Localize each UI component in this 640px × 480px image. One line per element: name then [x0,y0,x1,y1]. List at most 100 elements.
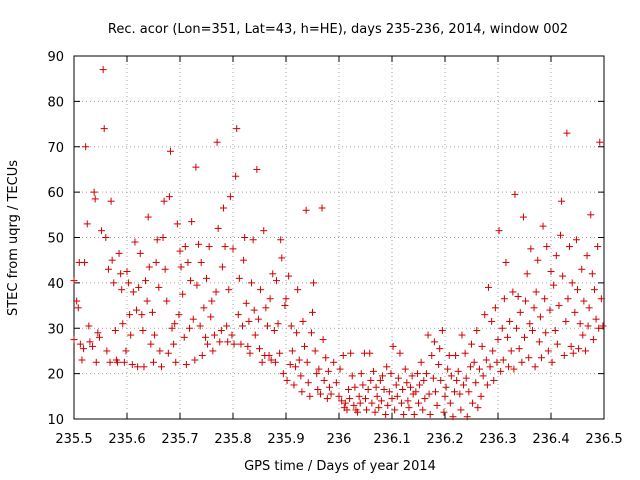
data-point [74,304,82,312]
data-point [579,331,587,339]
data-point [224,338,232,346]
data-point [230,340,238,348]
data-point [596,138,604,146]
data-point [446,399,454,407]
data-point [562,317,570,325]
data-point [163,297,171,305]
data-point [387,370,395,378]
data-point [400,410,408,418]
data-point [143,297,151,305]
data-point [196,322,204,330]
x-tick-label: 235.9 [267,432,304,447]
data-point [509,288,517,296]
data-point [108,256,116,264]
data-point [262,304,270,312]
data-point [575,345,583,353]
data-point [460,381,468,389]
data-point [191,356,199,364]
data-point [438,327,446,335]
data-point [298,388,306,396]
data-point [313,370,321,378]
data-point [581,347,589,355]
data-point [309,308,316,316]
data-point [319,336,327,344]
data-point [91,195,99,203]
data-point [558,197,566,205]
data-point [180,333,188,341]
data-point [80,345,88,353]
data-point [521,333,528,341]
data-point [550,281,558,289]
data-point [421,395,429,403]
data-point [123,268,131,276]
data-point [229,245,237,253]
data-point [422,370,430,378]
data-point [348,372,356,380]
data-point [150,358,157,366]
data-point [536,313,544,321]
data-point [293,329,301,337]
data-point [100,125,108,133]
data-point [271,358,279,366]
data-point [200,304,208,312]
data-point [389,342,397,350]
data-point [481,311,489,319]
data-point [282,295,290,303]
data-point [173,220,181,228]
data-point [115,249,123,257]
data-point [569,349,577,357]
data-point [483,381,491,389]
data-point [212,288,220,296]
data-point [138,311,146,319]
data-point [486,363,494,371]
data-point [597,295,605,303]
data-point [119,320,127,328]
data-point [279,370,287,378]
data-point [510,365,518,373]
data-point [286,361,294,369]
data-point [346,395,354,403]
data-point [341,399,349,407]
data-point [240,256,248,264]
data-point [500,295,508,303]
data-point [399,386,407,394]
data-point [557,231,565,239]
y-axis-ticks: 10 20 30 40 50 60 70 80 90 [47,50,604,428]
data-point [76,340,84,348]
data-point [417,358,425,366]
data-point [345,386,353,394]
data-point [302,206,310,214]
data-point [391,406,399,414]
data-point [304,379,312,387]
data-point [546,306,554,314]
data-point [354,408,362,416]
data-point [537,354,545,362]
data-point [408,372,416,380]
data-point [269,270,277,278]
data-point [223,322,231,330]
data-point [320,376,328,384]
data-point [285,272,293,280]
y-tick-label: 80 [47,95,64,110]
data-point [490,376,498,384]
data-point [256,345,263,353]
data-point [204,340,212,348]
data-point [475,365,483,373]
data-point [522,297,530,305]
data-point [210,331,218,339]
data-point [511,190,519,198]
data-point [217,327,225,335]
data-point [433,401,441,409]
data-point [413,370,421,378]
data-point [472,379,480,387]
data-point [447,372,455,380]
data-point [209,347,217,355]
data-point [266,295,274,303]
data-point [376,376,384,384]
data-point [437,376,445,384]
data-point [201,333,209,341]
data-point [135,283,143,291]
data-point [595,324,603,332]
data-point [368,399,376,407]
data-point [555,302,563,310]
